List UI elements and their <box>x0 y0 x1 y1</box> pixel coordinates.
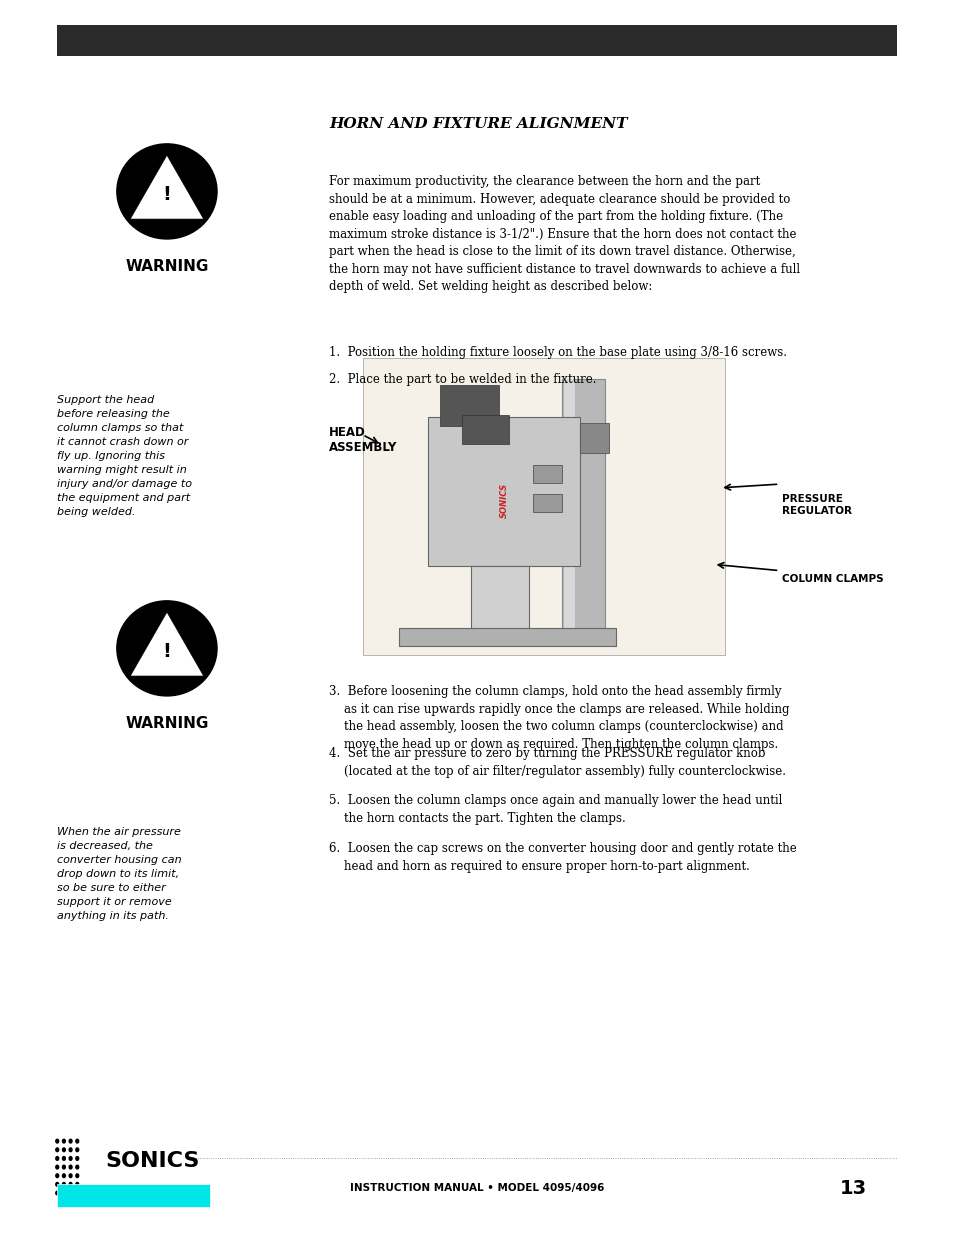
Circle shape <box>76 1149 78 1151</box>
Circle shape <box>55 1173 59 1178</box>
FancyBboxPatch shape <box>440 385 498 426</box>
Text: For maximum productivity, the clearance between the horn and the part
should be : For maximum productivity, the clearance … <box>329 175 800 294</box>
Text: SONICS: SONICS <box>498 483 508 517</box>
Polygon shape <box>130 613 204 676</box>
Circle shape <box>70 1173 72 1178</box>
FancyBboxPatch shape <box>563 379 575 640</box>
Circle shape <box>63 1149 66 1151</box>
FancyBboxPatch shape <box>533 464 561 483</box>
Ellipse shape <box>116 601 216 697</box>
Circle shape <box>55 1149 59 1151</box>
Circle shape <box>55 1139 59 1144</box>
Text: !: ! <box>162 642 172 661</box>
Text: 1.  Position the holding fixture loosely on the base plate using 3/8-16 screws.: 1. Position the holding fixture loosely … <box>329 346 786 359</box>
FancyBboxPatch shape <box>533 494 561 513</box>
Text: 4.  Set the air pressure to zero by turning the PRESSURE regulator knob
    (loc: 4. Set the air pressure to zero by turni… <box>329 747 785 778</box>
Text: WARNING: WARNING <box>125 259 209 274</box>
FancyBboxPatch shape <box>427 417 579 566</box>
Text: 5.  Loosen the column clamps once again and manually lower the head until
    th: 5. Loosen the column clamps once again a… <box>329 794 781 825</box>
Text: WARNING: WARNING <box>125 716 209 731</box>
Text: SONICS: SONICS <box>105 1151 199 1171</box>
Text: 13: 13 <box>839 1178 865 1198</box>
Circle shape <box>63 1183 66 1186</box>
Circle shape <box>63 1191 66 1195</box>
Circle shape <box>55 1156 59 1161</box>
Circle shape <box>63 1173 66 1178</box>
Circle shape <box>70 1149 72 1151</box>
FancyBboxPatch shape <box>471 566 529 640</box>
Text: HEAD
ASSEMBLY: HEAD ASSEMBLY <box>329 426 397 454</box>
Circle shape <box>63 1166 66 1168</box>
FancyBboxPatch shape <box>362 358 724 655</box>
Circle shape <box>76 1183 78 1186</box>
Circle shape <box>70 1166 72 1168</box>
Circle shape <box>63 1139 66 1144</box>
Text: 3.  Before loosening the column clamps, hold onto the head assembly firmly
    a: 3. Before loosening the column clamps, h… <box>329 685 789 751</box>
Circle shape <box>76 1166 78 1168</box>
Circle shape <box>70 1183 72 1186</box>
Text: When the air pressure
is decreased, the
converter housing can
drop down to its l: When the air pressure is decreased, the … <box>57 827 182 921</box>
Circle shape <box>70 1191 72 1195</box>
FancyBboxPatch shape <box>57 25 896 56</box>
Circle shape <box>70 1156 72 1161</box>
Text: COLUMN CLAMPS: COLUMN CLAMPS <box>781 574 883 584</box>
Text: 2.  Place the part to be welded in the fixture.: 2. Place the part to be welded in the fi… <box>329 373 596 387</box>
Circle shape <box>55 1183 59 1186</box>
Text: PRESSURE
REGULATOR: PRESSURE REGULATOR <box>781 494 851 515</box>
Circle shape <box>70 1139 72 1144</box>
Polygon shape <box>130 156 204 219</box>
FancyBboxPatch shape <box>461 415 509 443</box>
Text: !: ! <box>162 185 172 204</box>
Circle shape <box>76 1156 78 1161</box>
FancyBboxPatch shape <box>398 627 616 646</box>
FancyBboxPatch shape <box>57 1184 210 1207</box>
Text: INSTRUCTION MANUAL • MODEL 4095/4096: INSTRUCTION MANUAL • MODEL 4095/4096 <box>350 1183 603 1193</box>
Circle shape <box>76 1173 78 1178</box>
FancyBboxPatch shape <box>561 379 605 640</box>
Text: HORN AND FIXTURE ALIGNMENT: HORN AND FIXTURE ALIGNMENT <box>329 117 627 131</box>
Ellipse shape <box>116 144 216 240</box>
Circle shape <box>63 1156 66 1161</box>
Text: 6.  Loosen the cap screws on the converter housing door and gently rotate the
  : 6. Loosen the cap screws on the converte… <box>329 842 796 873</box>
Circle shape <box>55 1191 59 1195</box>
FancyBboxPatch shape <box>579 424 608 453</box>
Text: Support the head
before releasing the
column clamps so that
it cannot crash down: Support the head before releasing the co… <box>57 395 193 517</box>
Circle shape <box>76 1191 78 1195</box>
Circle shape <box>76 1139 78 1144</box>
Circle shape <box>55 1166 59 1168</box>
